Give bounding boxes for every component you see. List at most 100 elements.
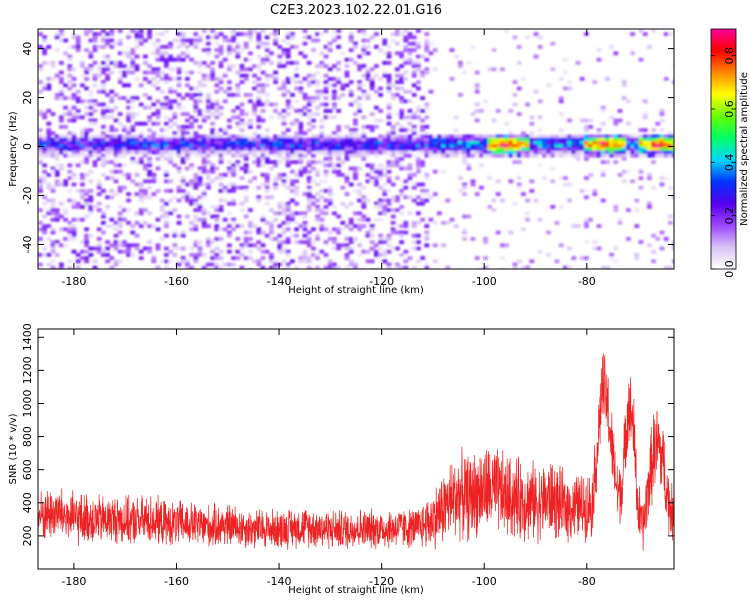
heatmap-cell xyxy=(319,141,325,145)
heatmap-cell xyxy=(298,80,304,84)
heatmap-cell xyxy=(323,144,329,148)
heatmap-cell xyxy=(395,157,400,161)
heatmap-cell xyxy=(285,227,291,232)
heatmap-cell xyxy=(327,45,333,49)
heatmap-cell xyxy=(558,150,564,155)
heatmap-cell xyxy=(386,237,392,241)
heatmap-cell xyxy=(239,166,245,171)
heatmap-cell xyxy=(600,160,606,164)
heatmap-cell xyxy=(550,144,556,148)
heatmap-cell xyxy=(365,125,371,129)
heatmap-cell xyxy=(164,115,169,120)
heatmap-cell xyxy=(185,51,190,56)
heatmap-cell xyxy=(227,38,232,43)
heatmap-cell xyxy=(46,121,52,126)
heatmap-cell xyxy=(285,253,291,257)
heatmap-cell xyxy=(80,73,85,78)
heatmap-cell xyxy=(399,112,404,116)
heatmap-cell xyxy=(315,144,320,148)
heatmap-cell xyxy=(584,217,589,222)
heatmap-cell xyxy=(399,233,404,238)
heatmap-cell xyxy=(340,51,346,56)
heatmap-cell xyxy=(46,208,52,212)
heatmap-cell xyxy=(374,153,379,158)
heatmap-cell xyxy=(189,41,194,46)
heatmap-cell xyxy=(155,51,161,56)
heatmap-cell xyxy=(206,137,211,142)
heatmap-cell xyxy=(201,163,207,168)
heatmap-cell xyxy=(617,221,623,225)
heatmap-cell xyxy=(256,89,262,94)
heatmap-cell xyxy=(159,102,165,107)
heatmap-cell xyxy=(269,259,274,264)
heatmap-cell xyxy=(302,93,308,97)
heatmap-cell xyxy=(197,147,203,152)
heatmap-cell xyxy=(117,51,123,56)
heatmap-cell xyxy=(46,147,52,152)
heatmap-cell xyxy=(92,77,98,81)
heatmap-cell xyxy=(210,128,215,132)
heatmap-cell xyxy=(130,96,136,100)
heatmap-cell xyxy=(214,115,220,120)
heatmap-cell xyxy=(109,38,115,43)
heatmap-cell xyxy=(672,243,674,248)
heatmap-cell xyxy=(117,121,123,126)
heatmap-cell xyxy=(537,99,543,104)
heatmap-cell xyxy=(126,32,131,36)
heatmap-cell xyxy=(67,259,73,264)
heatmap-cell xyxy=(269,227,274,232)
heatmap-cell xyxy=(269,102,274,107)
heatmap-cell xyxy=(168,77,173,81)
heatmap-cell xyxy=(50,265,56,269)
heatmap-cell xyxy=(495,141,501,145)
heatmap-cell xyxy=(596,224,602,228)
heatmap-cell xyxy=(336,61,341,65)
heatmap-cell xyxy=(420,141,425,145)
heatmap-cell xyxy=(88,93,94,97)
heatmap-cell xyxy=(365,70,371,75)
heatmap-cell xyxy=(155,150,161,155)
heatmap-cell xyxy=(67,230,73,235)
heatmap-cell xyxy=(105,153,110,158)
heatmap-cell xyxy=(155,265,161,269)
heatmap-cell xyxy=(554,150,560,155)
heatmap-cell xyxy=(390,150,396,155)
heatmap-cell xyxy=(668,153,673,158)
heatmap-cell xyxy=(441,221,446,225)
heatmap-cell xyxy=(105,134,110,139)
heatmap-cell xyxy=(46,61,52,65)
heatmap-cell xyxy=(138,32,144,36)
heatmap-cell xyxy=(210,105,215,110)
heatmap-cell xyxy=(185,262,190,267)
heatmap-cell xyxy=(168,99,173,104)
heatmap-cell xyxy=(84,259,89,264)
heatmap-cell xyxy=(571,141,577,145)
heatmap-cell xyxy=(252,144,257,148)
heatmap-cell xyxy=(441,147,446,152)
heatmap-cell xyxy=(46,131,52,136)
heatmap-cell xyxy=(516,61,522,65)
heatmap-cell xyxy=(201,157,207,161)
heatmap-cell xyxy=(323,73,329,78)
heatmap-cell xyxy=(122,217,127,222)
heatmap-cell xyxy=(134,64,140,68)
heatmap-cell xyxy=(126,173,131,177)
heatmap-cell xyxy=(42,134,47,139)
heatmap-cell xyxy=(327,230,333,235)
heatmap-cell xyxy=(214,166,220,171)
heatmap-cell xyxy=(315,96,320,100)
heatmap-cell xyxy=(281,48,287,52)
heatmap-cell xyxy=(273,77,278,81)
heatmap-cell xyxy=(668,134,673,139)
heatmap-cell xyxy=(537,115,543,120)
heatmap-cell xyxy=(525,211,530,216)
heatmap-cell xyxy=(222,227,228,232)
heatmap-cell xyxy=(399,96,404,100)
heatmap-cell xyxy=(172,131,178,136)
heatmap-cell xyxy=(390,160,396,164)
heatmap-cell xyxy=(365,217,371,222)
heatmap-cell xyxy=(584,224,589,228)
heatmap-cell xyxy=(122,128,127,132)
heatmap-cell xyxy=(285,147,291,152)
heatmap-cell xyxy=(176,262,182,267)
